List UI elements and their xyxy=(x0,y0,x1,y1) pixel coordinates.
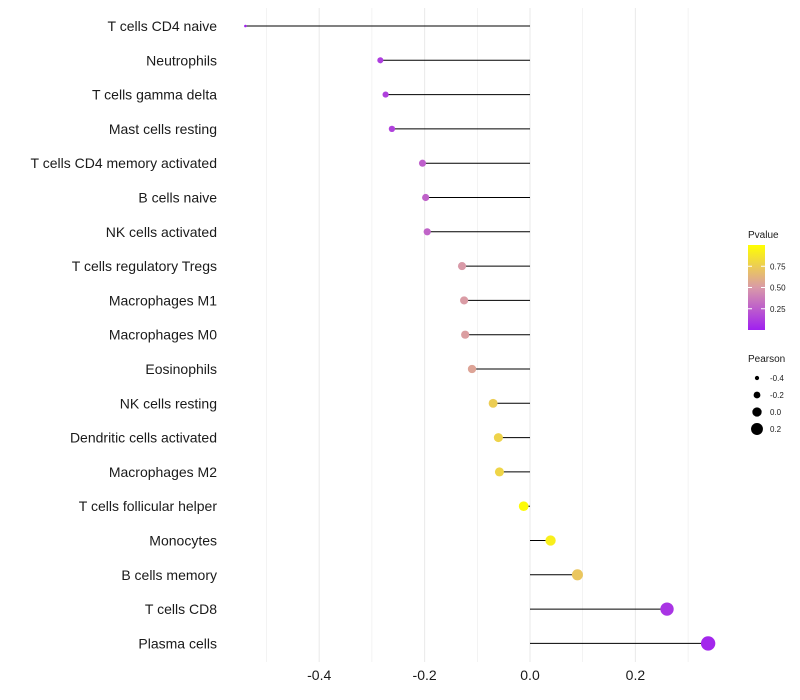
category-label: Eosinophils xyxy=(145,361,217,377)
category-label: Plasma cells xyxy=(138,635,217,651)
category-label: T cells CD8 xyxy=(145,601,217,617)
category-label: Macrophages M1 xyxy=(109,292,217,308)
category-label: T cells follicular helper xyxy=(79,498,218,514)
pvalue-tick-label: 0.50 xyxy=(770,284,786,293)
lollipop-point xyxy=(488,398,498,408)
pearson-key-label: -0.4 xyxy=(770,374,784,383)
category-label: T cells CD4 memory activated xyxy=(31,155,217,171)
category-label: B cells memory xyxy=(121,567,217,583)
pearson-size-key xyxy=(752,407,762,417)
category-label: T cells regulatory Tregs xyxy=(72,258,217,274)
category-label: Monocytes xyxy=(149,533,217,549)
x-axis-ticks: -0.4 -0.2 0.0 0.2 xyxy=(307,667,645,683)
lollipop-stems xyxy=(245,25,709,644)
category-labels: T cells CD4 naive Neutrophils T cells gamm… xyxy=(31,18,218,651)
x-tick-label: 0.2 xyxy=(626,667,646,683)
lollipop-point xyxy=(244,24,247,28)
pvalue-legend: Pvalue 0.75 0.50 0.25 xyxy=(748,230,786,330)
pearson-key-label: 0.0 xyxy=(770,408,782,417)
lollipop-point xyxy=(388,125,396,133)
lollipop-point xyxy=(518,501,529,512)
lollipop-point xyxy=(422,193,430,202)
pearson-legend-keys: -0.4 -0.2 0.0 0.2 xyxy=(751,374,784,435)
lollipop-point xyxy=(660,602,674,616)
pvalue-tick-label: 0.25 xyxy=(770,305,786,314)
category-label: Neutrophils xyxy=(146,52,217,68)
pvalue-colorbar xyxy=(748,245,765,330)
category-label: NK cells activated xyxy=(106,224,217,240)
x-tick-label: -0.4 xyxy=(307,667,331,683)
pearson-size-key xyxy=(751,423,763,435)
lollipop-point xyxy=(467,364,477,374)
lollipop-point xyxy=(423,228,431,236)
pearson-size-key xyxy=(753,391,761,399)
pearson-legend-title: Pearson xyxy=(748,354,785,365)
lollipop-point xyxy=(377,57,384,64)
category-label: B cells naive xyxy=(138,190,217,206)
category-label: Dendritic cells activated xyxy=(70,430,217,446)
lollipop-point xyxy=(545,535,556,546)
lollipop-point xyxy=(461,330,470,339)
pvalue-legend-ticks: 0.75 0.50 0.25 xyxy=(748,262,786,314)
category-label: Macrophages M2 xyxy=(109,464,217,480)
pearson-size-key xyxy=(754,375,760,381)
pearson-key-label: 0.2 xyxy=(770,425,782,434)
lollipop-point xyxy=(700,636,716,651)
lollipop-point xyxy=(494,467,504,477)
lollipop-point xyxy=(418,159,427,167)
pvalue-legend-title: Pvalue xyxy=(748,230,779,241)
category-label: T cells gamma delta xyxy=(92,87,217,103)
pearson-legend: Pearson -0.4 -0.2 0.0 0.2 xyxy=(748,354,785,435)
lollipop-point xyxy=(460,296,469,305)
lollipop-point xyxy=(571,569,583,581)
lollipop-point xyxy=(493,433,503,443)
x-tick-label: -0.2 xyxy=(413,667,437,683)
category-label: T cells CD4 naive xyxy=(108,18,218,34)
category-label: NK cells resting xyxy=(120,395,217,411)
grid-lines xyxy=(266,8,689,662)
x-tick-label: 0.0 xyxy=(520,667,540,683)
pearson-key-label: -0.2 xyxy=(770,391,784,400)
lollipop-point xyxy=(382,91,389,98)
pvalue-tick-label: 0.75 xyxy=(770,262,786,271)
category-label: Mast cells resting xyxy=(109,121,217,137)
lollipop-points xyxy=(244,24,716,651)
lollipop-point xyxy=(457,262,467,271)
category-label: Macrophages M0 xyxy=(109,327,217,343)
